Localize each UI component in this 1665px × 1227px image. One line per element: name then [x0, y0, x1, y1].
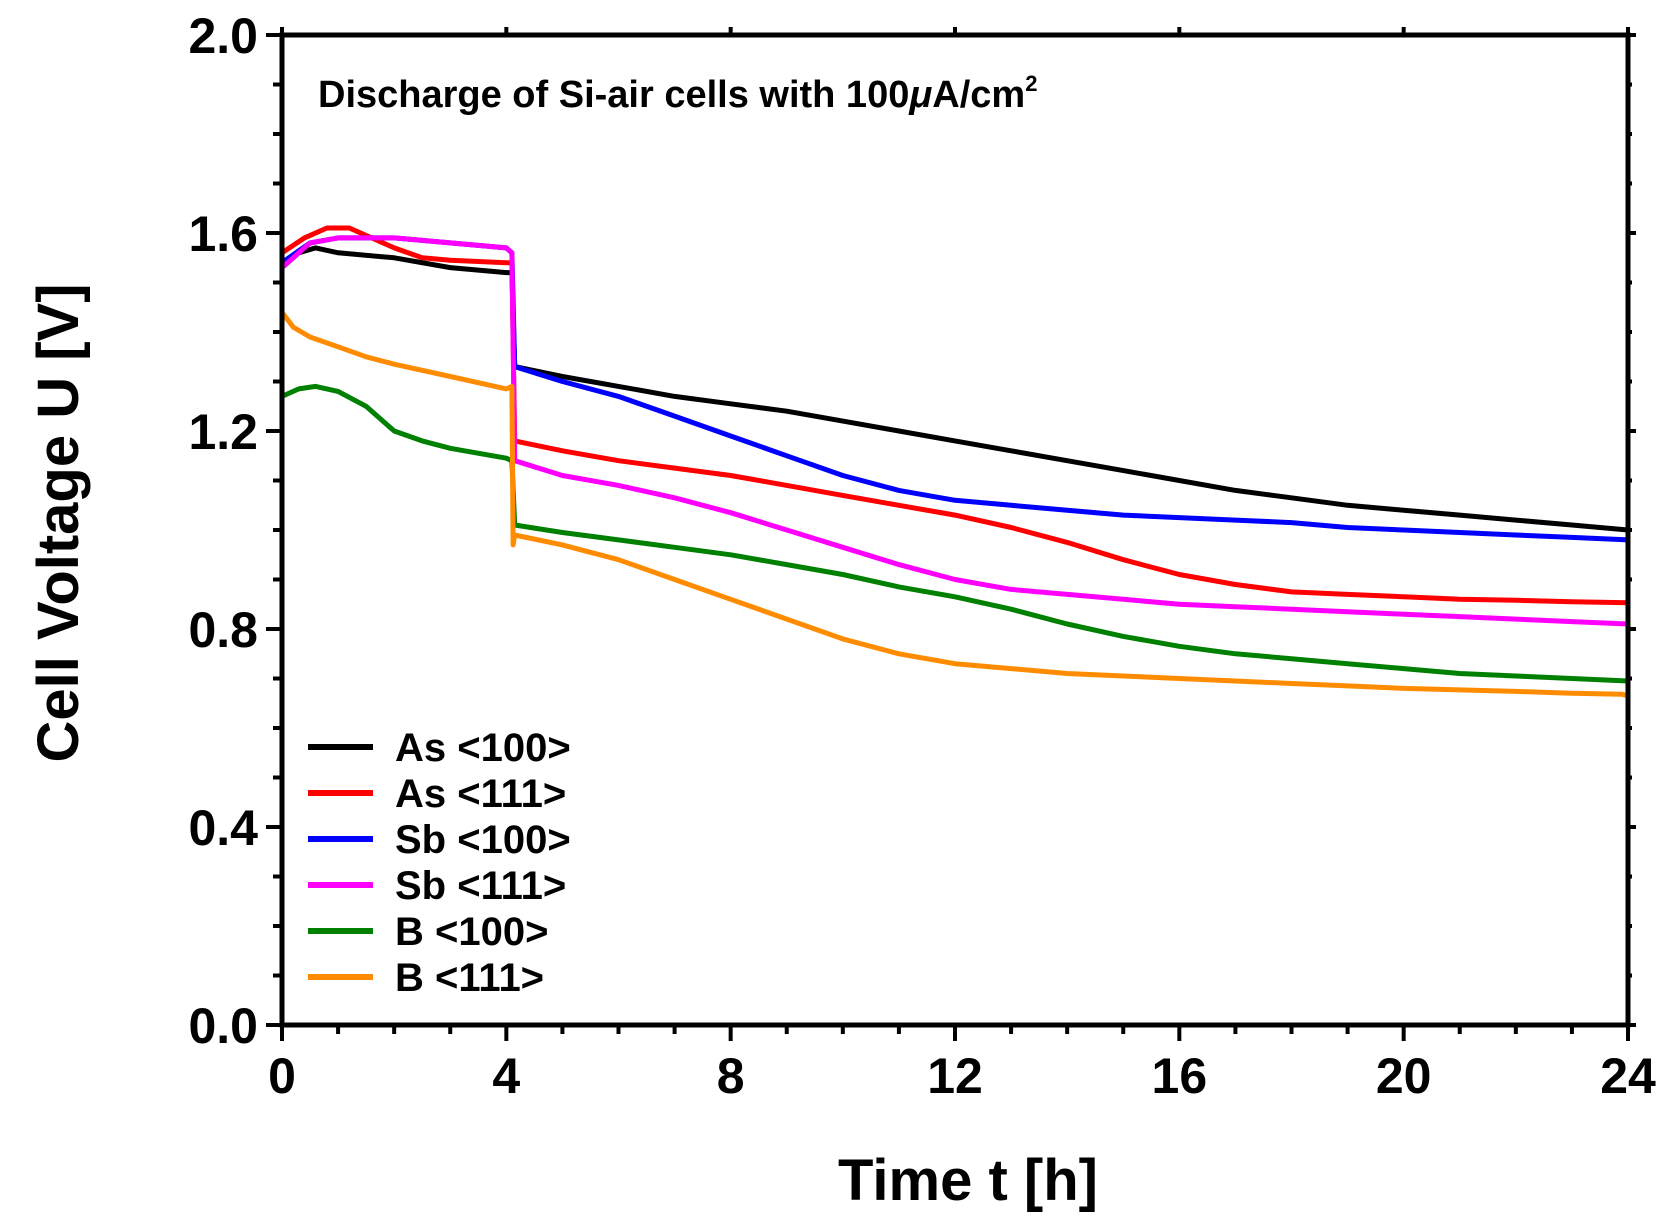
x-tick-label: 20: [1376, 1048, 1432, 1104]
legend-label: B <111>: [395, 956, 544, 1000]
legend-label: Sb <111>: [395, 864, 566, 908]
chart-title-unit: A/cm: [932, 74, 1025, 116]
y-axis-label: Cell Voltage U [V]: [26, 283, 91, 762]
y-tick-label: 0.8: [188, 602, 258, 658]
y-tick-label: 0.0: [188, 998, 258, 1054]
series-line-6: [279, 309, 1631, 699]
x-axis-label: Time t [h]: [838, 1148, 1098, 1213]
series-line-4: [279, 235, 1631, 627]
y-tick-label: 1.2: [188, 404, 258, 460]
legend-label: Sb <100>: [395, 818, 571, 862]
legend-label: As <111>: [395, 772, 566, 816]
series-line-5: [279, 383, 1631, 684]
x-tick-label: 0: [268, 1048, 296, 1104]
tick-labels-layer: 0 4 8 12 16 20 24 0.0 0.4 0.8 1.2 1.6 2.0: [188, 8, 1656, 1104]
chart-title-main: Discharge of Si-air cells with 100: [318, 74, 909, 116]
series-line-2: [279, 225, 1631, 606]
x-tick-label: 24: [1600, 1048, 1656, 1104]
chart-title-sup: 2: [1025, 71, 1037, 96]
x-tick-label: 4: [492, 1048, 520, 1104]
y-tick-label: 2.0: [188, 8, 258, 64]
series-layer: [279, 225, 1631, 699]
legend-label: B <100>: [395, 910, 548, 954]
y-tick-label: 0.4: [188, 800, 258, 856]
ticks-layer: [266, 27, 1636, 1041]
x-tick-label: 12: [927, 1048, 983, 1104]
legend: As <100>As <111>Sb <100>Sb <111>B <100>B…: [308, 726, 571, 1000]
x-tick-label: 8: [717, 1048, 745, 1104]
chart-title-mu: μ: [908, 74, 932, 116]
y-tick-label: 1.6: [188, 206, 258, 262]
chart-title: Discharge of Si-air cells with 100μA/cm2: [318, 71, 1037, 116]
legend-label: As <100>: [395, 726, 571, 770]
x-tick-label: 16: [1152, 1048, 1208, 1104]
series-line-1: [279, 245, 1631, 533]
